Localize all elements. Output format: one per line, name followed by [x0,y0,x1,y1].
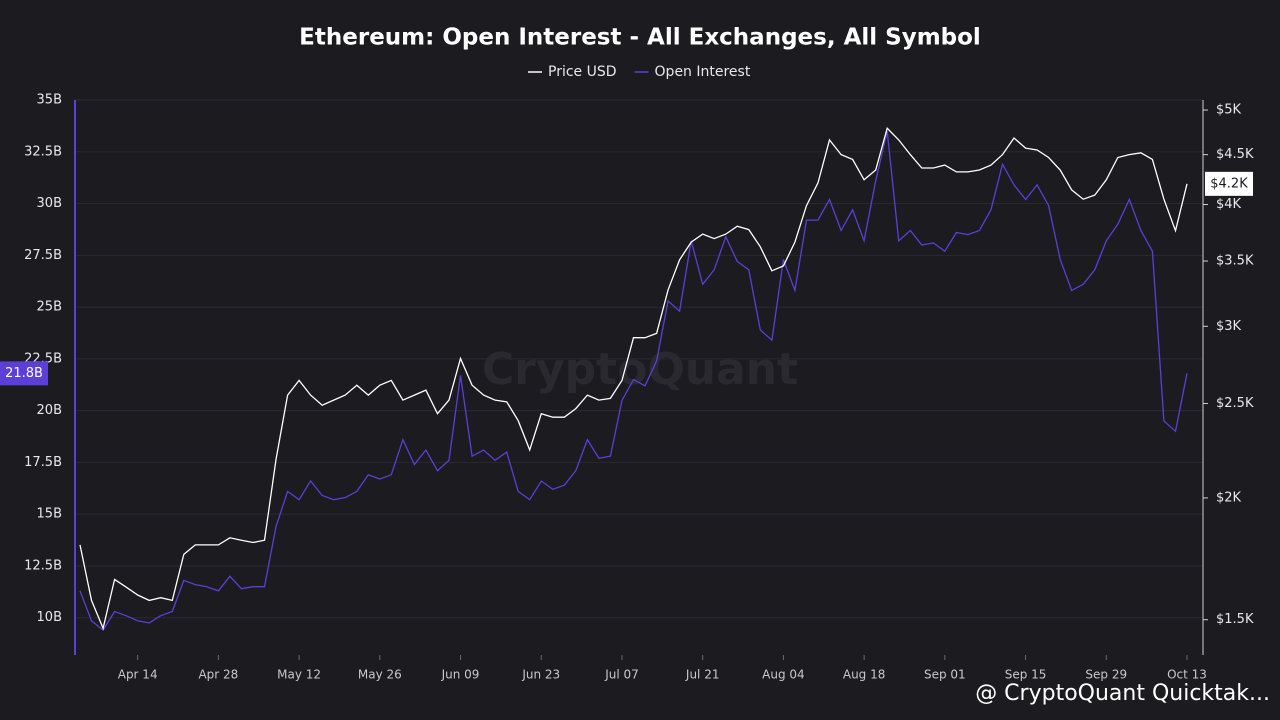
x-tick-label: May 12 [277,668,321,682]
y-tick-label: 25B [37,300,62,315]
y2-tick-label: $3K [1216,319,1242,334]
y2-tick-label: $4K [1216,197,1242,212]
y2-tick-label: $3.5K [1216,254,1254,269]
x-tick-label: Apr 28 [198,668,238,682]
current-value-box [1205,171,1253,196]
x-tick-label: Aug 18 [843,668,886,682]
y-tick-label: 27.5B [24,248,62,263]
attribution: @ CryptoQuant Quicktak... [975,681,1270,706]
x-tick-label: Oct 13 [1167,668,1207,682]
y2-tick-label: $5K [1216,103,1242,118]
current-value-box [0,361,48,386]
x-tick-label: Jul 07 [604,668,639,682]
chart-title: Ethereum: Open Interest - All Exchanges,… [299,25,981,51]
watermark: CryptoQuant [482,344,798,395]
x-tick-label: Sep 29 [1085,668,1127,682]
x-tick-label: May 26 [358,668,402,682]
y2-tick-label: $1.5K [1216,612,1254,627]
x-tick-label: Jun 09 [441,668,480,682]
x-tick-label: Sep 15 [1005,668,1047,682]
x-tick-label: Apr 14 [118,668,158,682]
y-tick-label: 15B [37,507,62,522]
y-tick-label: 17.5B [24,455,62,470]
y-tick-label: 20B [37,403,62,418]
y-tick-label: 10B [37,610,62,625]
y2-tick-label: $2.5K [1216,396,1254,411]
current-value-label: $4.2K [1210,176,1248,191]
series-line [79,130,1188,632]
legend-label: Open Interest [655,64,751,80]
y-tick-label: 32.5B [24,144,62,159]
series-line [79,126,1188,631]
legend-label: Price USD [548,64,617,80]
y2-tick-label: $4.5K [1216,147,1254,162]
y-tick-label: 35B [37,93,62,108]
current-value-label: 21.8B [5,366,43,381]
y2-tick-label: $2K [1216,490,1242,505]
x-tick-label: Jun 23 [521,668,560,682]
y-tick-label: 30B [37,196,62,211]
x-tick-label: Jul 21 [685,668,720,682]
y-tick-label: 12.5B [24,558,62,573]
x-tick-label: Aug 04 [762,668,805,682]
x-tick-label: Sep 01 [924,668,966,682]
